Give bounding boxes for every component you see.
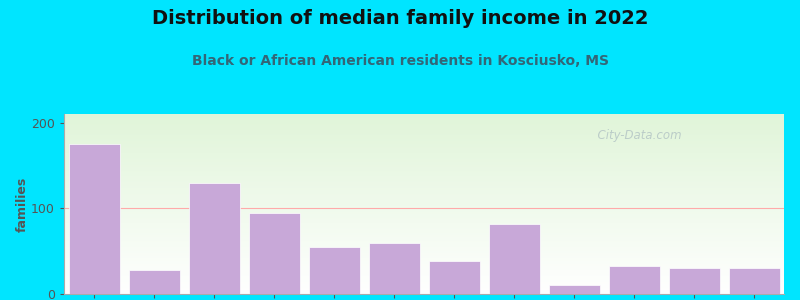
Bar	[489, 224, 539, 294]
Y-axis label: families: families	[15, 176, 28, 232]
Bar	[549, 285, 599, 294]
Text: Distribution of median family income in 2022: Distribution of median family income in …	[152, 9, 648, 28]
Bar	[729, 268, 779, 294]
Bar	[129, 270, 179, 294]
Bar	[669, 268, 719, 294]
Bar	[429, 261, 479, 294]
Bar	[189, 183, 239, 294]
Bar	[69, 144, 119, 294]
Bar	[609, 266, 659, 294]
Text: City-Data.com: City-Data.com	[590, 129, 682, 142]
Bar	[309, 247, 359, 294]
Bar	[369, 243, 419, 294]
Text: Black or African American residents in Kosciusko, MS: Black or African American residents in K…	[191, 54, 609, 68]
Bar	[249, 213, 299, 294]
